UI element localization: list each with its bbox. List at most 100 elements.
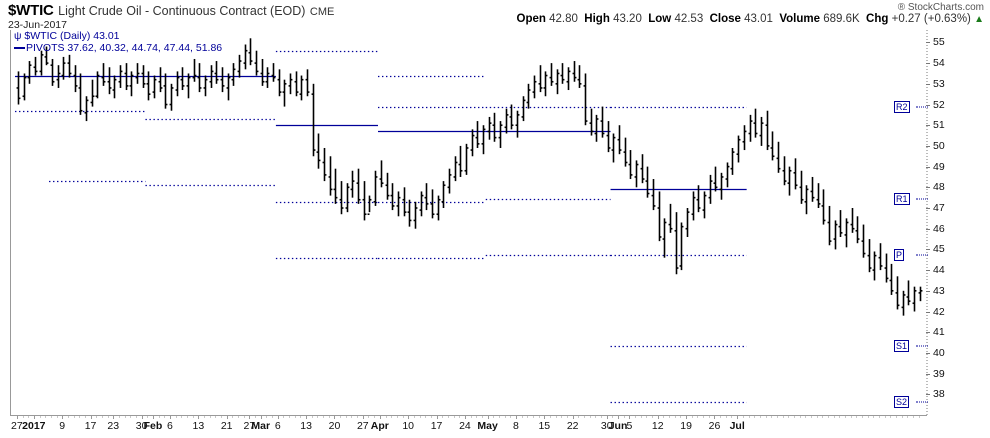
- symbol-ticker: $WTIC: [8, 2, 54, 19]
- price-axis-label: 48: [933, 181, 945, 194]
- date-axis-tick: [317, 416, 318, 418]
- ohlc-bar: [526, 83, 531, 109]
- ohlc-bar: [600, 106, 605, 138]
- ohlc-bar: [90, 79, 95, 107]
- date-axis-tick: [533, 416, 534, 418]
- date-axis-label: 6: [167, 420, 173, 432]
- date-axis-tick: [96, 416, 97, 418]
- ohlc-bar: [645, 166, 650, 198]
- date-axis-tick: [522, 416, 523, 418]
- quote-bar: Open 42.80 High 43.20 Low 42.53 Close 43…: [517, 13, 984, 25]
- ohlc-bar: [226, 73, 231, 101]
- date-axis-tick: [800, 416, 801, 418]
- pivot-tag-p[interactable]: P: [894, 248, 905, 261]
- ohlc-bar: [333, 168, 338, 204]
- date-axis-tick: [590, 416, 591, 418]
- ohlc-bar: [867, 239, 872, 273]
- pivot-tag-r2[interactable]: R2: [894, 101, 910, 114]
- date-axis-tick: [601, 416, 602, 418]
- ohlc-bar: [470, 129, 475, 157]
- date-axis-tick: [760, 416, 761, 418]
- date-axis-tick: [726, 416, 727, 418]
- ohlc-bar: [844, 218, 849, 248]
- ohlc-bar: [84, 96, 89, 122]
- date-axis-tick: [255, 416, 256, 418]
- date-axis-tick: [147, 416, 148, 418]
- ohlc-bar: [107, 67, 112, 95]
- ohlc-bar: [390, 183, 395, 211]
- ohlc-bar: [158, 67, 163, 93]
- pivot-tag-r1[interactable]: R1: [894, 192, 910, 205]
- date-axis-tick-major: [249, 416, 250, 419]
- date-axis-tick: [919, 416, 920, 418]
- date-axis-tick: [340, 416, 341, 418]
- date-axis-tick: [442, 416, 443, 418]
- date-axis-tick: [595, 416, 596, 418]
- date-axis-label: 22: [566, 420, 579, 432]
- date-axis-tick-major: [91, 416, 92, 419]
- ohlc-bar: [696, 185, 701, 213]
- ohlc-bar: [118, 65, 123, 88]
- price-plot-area[interactable]: [10, 30, 927, 416]
- ohlc-bar: [180, 67, 185, 91]
- date-axis-label: 13: [300, 420, 312, 432]
- date-axis-tick: [351, 416, 352, 418]
- date-axis-tick: [913, 416, 914, 418]
- ohlc-bar: [487, 116, 492, 140]
- ohlc-bar: [589, 108, 594, 136]
- price-axis-label: 50: [933, 139, 945, 152]
- date-axis-tick: [783, 416, 784, 418]
- date-axis-tick-major: [629, 416, 630, 419]
- date-axis-tick: [425, 416, 426, 418]
- ohlc-bar: [878, 243, 883, 271]
- ohlc-bar: [793, 158, 798, 190]
- ohlc-bar: [39, 50, 44, 76]
- pivot-tag-s2[interactable]: S2: [894, 396, 910, 409]
- date-axis-label: 17: [84, 420, 97, 432]
- date-axis-label: Apr: [370, 420, 389, 432]
- date-axis-tick-major: [334, 416, 335, 419]
- ohlc-bar: [294, 71, 299, 97]
- date-axis-tick: [295, 416, 296, 418]
- date-axis-tick: [232, 416, 233, 418]
- volume-label: Volume: [779, 13, 820, 25]
- date-axis-tick: [675, 416, 676, 418]
- date-axis-tick: [612, 416, 613, 418]
- date-axis-tick-major: [408, 416, 409, 419]
- ohlc-bar: [373, 170, 378, 206]
- ohlc-bar: [492, 112, 497, 142]
- ohlc-bar: [906, 280, 911, 306]
- ohlc-bar: [753, 108, 758, 138]
- ohlc-bar: [22, 73, 27, 101]
- date-axis-tick-major: [113, 416, 114, 419]
- ohlc-bar: [350, 170, 355, 198]
- ohlc-bar: [464, 143, 469, 175]
- date-axis-tick: [108, 416, 109, 418]
- chg-value: +0.27 (+0.63%): [891, 13, 971, 25]
- price-axis-tick: [926, 229, 930, 230]
- ohlc-bar: [135, 63, 140, 84]
- ohlc-bar: [674, 212, 679, 275]
- date-axis-label: 8: [513, 420, 519, 432]
- price-axis-label: 47: [933, 202, 945, 214]
- price-axis-tick: [926, 291, 930, 292]
- ohlc-bar: [566, 67, 571, 91]
- ohlc-bar: [736, 135, 741, 163]
- ohlc-bar: [231, 63, 236, 86]
- date-axis-tick: [510, 416, 511, 418]
- date-axis-tick-major: [737, 416, 738, 419]
- ohlc-bar: [203, 75, 208, 97]
- date-axis-tick: [743, 416, 744, 418]
- date-axis-tick-major: [153, 416, 154, 419]
- pivot-tag-leader: [916, 198, 928, 200]
- ohlc-bar: [288, 73, 293, 95]
- date-axis-tick: [136, 416, 137, 418]
- pivot-tag-s1[interactable]: S1: [894, 340, 910, 353]
- ohlc-bar: [339, 181, 344, 215]
- ohlc-bar: [419, 191, 424, 217]
- date-axis-tick: [391, 416, 392, 418]
- date-axis-label: 13: [192, 420, 205, 432]
- date-axis-tick-major: [142, 416, 143, 419]
- ohlc-bar: [282, 79, 287, 107]
